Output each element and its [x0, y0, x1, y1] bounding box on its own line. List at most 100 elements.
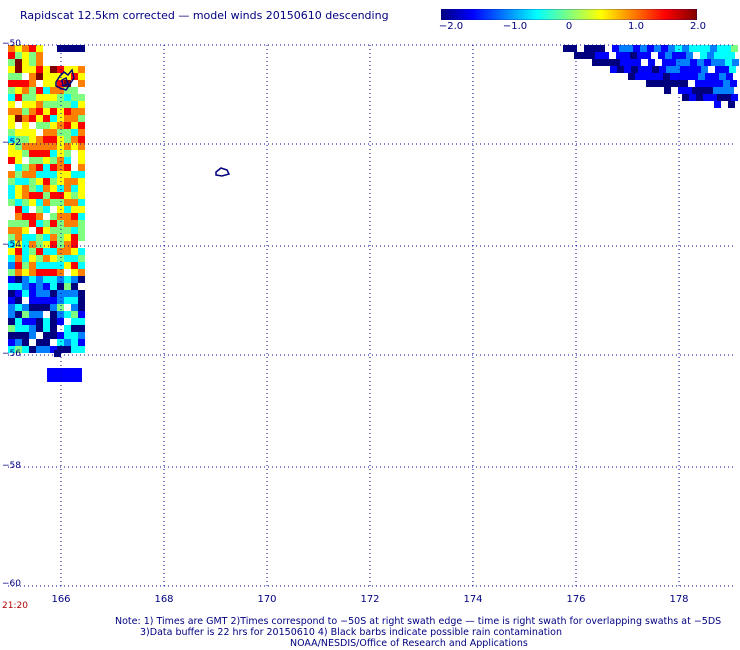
wind-cell — [64, 143, 71, 150]
wind-cell — [570, 45, 577, 52]
auckland-islands-coastline — [55, 68, 75, 91]
wind-cell — [15, 241, 22, 248]
wind-cell — [78, 199, 85, 206]
wind-cell — [689, 94, 696, 101]
wind-cell — [673, 66, 680, 73]
wind-cell — [71, 122, 78, 129]
wind-cell — [36, 283, 43, 290]
wind-cell — [36, 241, 43, 248]
wind-cell — [71, 87, 78, 94]
wind-cell — [606, 59, 613, 66]
wind-cell — [646, 80, 653, 87]
wind-cell — [78, 164, 85, 171]
wind-cell — [701, 66, 708, 73]
wind-cell — [726, 73, 733, 80]
wind-cell — [43, 73, 50, 80]
wind-cell — [8, 59, 15, 66]
wind-cell — [599, 59, 606, 66]
wind-cell — [8, 136, 15, 143]
wind-cell — [662, 59, 669, 66]
wind-cell — [50, 262, 57, 269]
wind-cell — [43, 157, 50, 164]
wind-cell — [666, 66, 673, 73]
note-line-1: Note: 1) Times are GMT 2)Times correspon… — [115, 616, 722, 627]
lat-label: −54 — [2, 240, 21, 250]
wind-cell — [43, 108, 50, 115]
wind-cell — [78, 248, 85, 255]
wind-cell — [54, 375, 61, 382]
wind-cell — [36, 73, 43, 80]
wind-cell — [75, 375, 82, 382]
wind-cell — [43, 87, 50, 94]
wind-cell — [8, 269, 15, 276]
lon-label: 172 — [360, 594, 380, 605]
wind-cell — [15, 136, 22, 143]
wind-cell — [717, 45, 724, 52]
wind-cell — [15, 192, 22, 199]
wind-cell — [22, 276, 29, 283]
wind-cell — [8, 101, 15, 108]
wind-cell — [595, 52, 602, 59]
wind-cell — [29, 73, 36, 80]
wind-cell — [728, 52, 735, 59]
wind-cell — [728, 101, 735, 108]
wind-cell — [619, 45, 626, 52]
wind-cell — [8, 45, 15, 52]
wind-cell — [22, 66, 29, 73]
wind-cell — [50, 150, 57, 157]
wind-cell — [43, 150, 50, 157]
wind-cell — [29, 157, 36, 164]
wind-cell — [22, 94, 29, 101]
wind-cell — [8, 325, 15, 332]
wind-cell — [15, 66, 22, 73]
wind-cell — [36, 115, 43, 122]
wind-cell — [29, 129, 36, 136]
wind-cell — [71, 255, 78, 262]
wind-cell — [707, 52, 714, 59]
wind-cell — [729, 66, 736, 73]
wind-cell — [676, 59, 683, 66]
wind-cell — [652, 66, 659, 73]
wind-cell — [22, 262, 29, 269]
wind-cell — [57, 339, 64, 346]
wind-cell — [8, 108, 15, 115]
wind-cell — [78, 143, 85, 150]
wind-cell — [29, 115, 36, 122]
wind-cell — [50, 227, 57, 234]
wind-cell — [8, 283, 15, 290]
wind-cell — [631, 66, 638, 73]
wind-cell — [36, 290, 43, 297]
wind-cell — [43, 283, 50, 290]
lat-label: −60 — [2, 579, 21, 589]
wind-cell — [50, 311, 57, 318]
wind-cell — [50, 94, 57, 101]
wind-cell — [15, 45, 22, 52]
wind-cell — [64, 290, 71, 297]
wind-cell — [64, 115, 71, 122]
wind-cell — [36, 227, 43, 234]
wind-cell — [43, 101, 50, 108]
wind-cell — [696, 45, 703, 52]
wind-cell — [15, 227, 22, 234]
wind-cell — [29, 276, 36, 283]
wind-cell — [36, 150, 43, 157]
wind-cell — [29, 332, 36, 339]
wind-cell — [50, 318, 57, 325]
lon-label: 174 — [463, 594, 483, 605]
wind-cell — [78, 346, 85, 353]
wind-cell — [43, 66, 50, 73]
wind-cell — [36, 136, 43, 143]
wind-cell — [22, 206, 29, 213]
wind-cell — [15, 73, 22, 80]
wind-cell — [64, 108, 71, 115]
lon-label: 178 — [669, 594, 689, 605]
wind-cell — [36, 255, 43, 262]
wind-cell — [64, 213, 71, 220]
wind-cell — [78, 213, 85, 220]
wind-cell — [674, 80, 681, 87]
wind-cell — [714, 101, 721, 108]
wind-cell — [29, 213, 36, 220]
swath-time-label: 21:20 — [2, 601, 28, 611]
wind-cell — [680, 66, 687, 73]
